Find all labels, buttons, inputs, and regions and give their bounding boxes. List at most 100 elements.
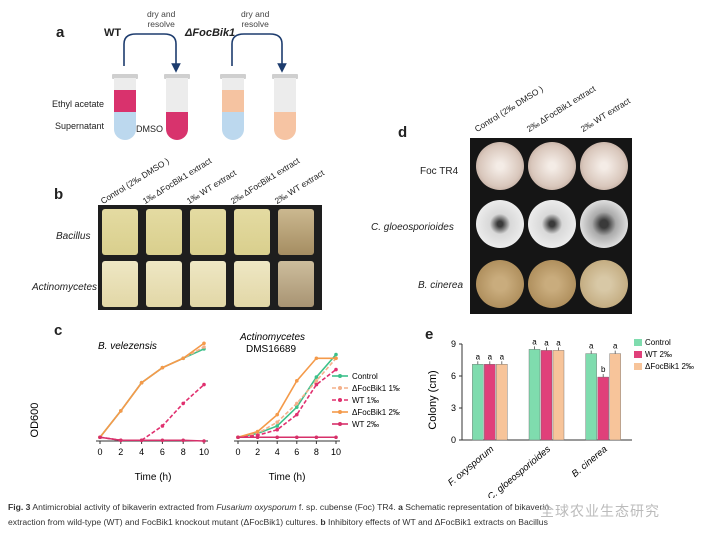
caption-a-label: a	[398, 502, 403, 512]
chart-e-y-tick-label: 0	[451, 435, 456, 445]
legend-e-label: WT 2‰	[645, 350, 672, 359]
caption-line2: extraction from wild-type (WT) and FocBi…	[8, 517, 318, 527]
arrow-label-line1: dry and	[241, 9, 270, 19]
chart-e-bar	[540, 350, 553, 441]
panel-d-letter: d	[398, 124, 408, 141]
legend-c-label: WT 1‰	[352, 396, 379, 405]
chart-c2-data-point	[314, 435, 319, 440]
chart-c1-data-point	[181, 356, 185, 361]
legend-c-label: ΔFocBik1 1‰	[352, 384, 400, 393]
chart-c2-series-line	[237, 357, 337, 439]
chart-c1-data-point	[202, 345, 206, 349]
chart-c1-series-line	[99, 348, 205, 438]
watermark-text: 全球农业生态研究	[540, 503, 660, 519]
transfer-arrows	[123, 33, 287, 73]
chart-e-y-tick-label: 9	[451, 339, 456, 349]
chart-c1-series-line	[99, 342, 205, 438]
chart-c2-data-point	[295, 379, 299, 383]
chart-e-significance-letter: a	[556, 338, 561, 347]
chart-c1-series-line	[99, 436, 205, 442]
d-row-0: Foc TR4	[420, 166, 459, 177]
chart-c2-data-point	[334, 356, 338, 361]
arrow-label-line1: dry and	[147, 9, 176, 19]
chart-e-bar	[472, 364, 484, 441]
legend-c-label: Control	[352, 372, 378, 381]
dmso-label: DMSO	[136, 124, 163, 134]
chart-c2-data-point	[275, 435, 280, 440]
chart-e-bar	[552, 350, 565, 441]
arrow-ko	[231, 33, 287, 73]
chart-c2-data-point	[295, 401, 299, 406]
chart-c1-x-tick-label: 2	[118, 447, 123, 457]
chart-c1-data-point	[202, 382, 206, 387]
legend-e-swatch	[634, 363, 642, 370]
legend-e-label: ΔFocBik1 2‰	[645, 362, 694, 371]
chart-c2-data-point	[275, 420, 280, 424]
supernatant-label: Supernatant	[55, 121, 105, 131]
arrow-label-ko: dry and resolve	[241, 9, 269, 29]
chart-e-significance-letter: a	[476, 352, 481, 361]
chart-e-bar	[609, 353, 621, 441]
chart-e-significance-letter: a	[589, 342, 594, 351]
legend-c-marker	[338, 422, 342, 426]
chart-c1-data-point	[139, 380, 144, 385]
chart-e-significance-letter: a	[500, 352, 505, 361]
tube-ko-dmso	[274, 78, 296, 140]
chart-e-y-tick-label: 3	[451, 403, 456, 413]
chart-e-bar	[597, 376, 609, 441]
chart-e-significance-letter: a	[532, 337, 537, 346]
b-row-0: Bacillus	[56, 231, 91, 242]
d-row-1: C. gloeosporioides	[371, 222, 454, 233]
chart-c1-data-point	[98, 435, 102, 440]
chart-c1-series-line	[99, 384, 205, 442]
figure-caption: Fig. 3 Antimicrobial activity of bikaver…	[8, 500, 708, 530]
legend-c-marker	[338, 410, 342, 414]
chart-c2-x-tick-label: 10	[331, 447, 341, 457]
caption-line1-italic: Fusarium oxysporum	[216, 502, 297, 512]
caption-line1-after: Schematic representation of bikaverin	[405, 502, 550, 512]
chart-c2-title-2: DMS16689	[246, 344, 296, 355]
caption-line2-after: Inhibitory effects of WT and ΔFocBik1 ex…	[328, 517, 548, 527]
chart-c1-data-point	[202, 341, 206, 346]
growth-curves-chart: B. velezensis Actinomycetes DMS16689 OD6…	[29, 332, 400, 483]
arrow-label-line2: resolve	[241, 19, 269, 29]
chart-c1-xlabel: Time (h)	[135, 472, 172, 483]
chart-c2-data-point	[314, 356, 319, 361]
chart-c1-series-line	[99, 346, 205, 438]
chart-e-significance-letter: a	[488, 352, 493, 361]
legend-c-marker	[338, 386, 342, 390]
chart-c1-data-point	[160, 365, 165, 370]
chart-c2-x-tick-label: 6	[294, 447, 299, 457]
wt-label: WT	[104, 27, 122, 39]
chart-c2-data-point	[275, 424, 280, 428]
chart-e-significance-letter: a	[544, 338, 549, 347]
ko-label: ΔFocBik1	[185, 27, 236, 39]
legend-e-swatch	[634, 339, 642, 346]
d-row-2: B. cinerea	[418, 280, 464, 291]
d-col-2: 2‰ WT extract	[578, 95, 632, 134]
chart-e-bar	[496, 364, 508, 441]
chart-c2-x-tick-label: 8	[314, 447, 319, 457]
chart-c1-title: B. velezensis	[98, 341, 157, 352]
chart-c1-x-tick-label: 6	[160, 447, 165, 457]
chart-e-x-tick-label: F. oxysporum	[446, 444, 496, 489]
chart-e-bar	[528, 349, 541, 441]
b-col-0: Control (2‰ DMSO )	[98, 155, 171, 206]
b-col-3: 2‰ ΔFocBik1 extract	[228, 155, 302, 206]
chart-c2-x-tick-label: 0	[235, 447, 240, 457]
caption-line1-rest: f. sp. cubense (Foc) TR4.	[298, 502, 396, 512]
chart-c2-data-point	[334, 352, 338, 357]
panel-a-letter: a	[56, 24, 65, 41]
chart-e-x-tick-label: B. cinerea	[570, 444, 610, 480]
legend-c-marker	[338, 398, 342, 402]
chart-c2-data-point	[255, 429, 260, 434]
chart-c1-data-point	[160, 424, 165, 428]
tube-wt-extract	[114, 78, 136, 140]
chart-c2-data-point	[295, 435, 299, 440]
chart-c1-data-point	[119, 438, 123, 443]
chart-c2-data-point	[314, 379, 319, 383]
chart-c2-data-point	[275, 427, 280, 432]
chart-c2-data-point	[314, 382, 319, 387]
chart-c2-title-1: Actinomycetes	[239, 332, 305, 343]
